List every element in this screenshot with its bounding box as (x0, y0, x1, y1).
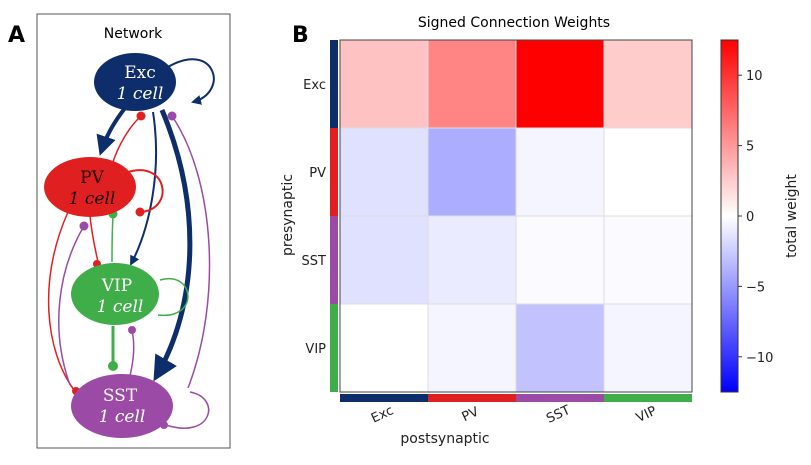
x-tick-sst: SST (544, 403, 573, 427)
heatmap-cell-sst-exc (339, 215, 429, 305)
edge-exc-sst (153, 109, 193, 382)
chart-title: Signed Connection Weights (418, 15, 610, 31)
y-tick-pv: PV (309, 166, 326, 181)
column-color-strips (340, 394, 692, 402)
node-exc: Exc 1 cell (94, 53, 176, 111)
edge-exc-pv (96, 106, 127, 156)
colorbar-tick-label: −5 (746, 280, 765, 295)
heatmap (339, 39, 693, 393)
node-vip-name: VIP (101, 276, 132, 296)
node-sst-name: SST (103, 386, 138, 406)
colorbar-tick-label: 5 (746, 140, 754, 155)
node-sst: SST 1 cell (71, 374, 173, 438)
heatmap-cell-pv-sst (515, 127, 605, 217)
y-axis-label: presynaptic (280, 174, 296, 256)
y-tick-exc: Exc (303, 78, 326, 93)
node-pv-shape (44, 157, 136, 217)
heatmap-cell-vip-exc (339, 303, 429, 393)
edge-sst-exc (171, 115, 211, 389)
heatmap-cell-exc-exc (339, 39, 429, 129)
edge-exc-exc (167, 58, 215, 105)
heatmap-cell-vip-sst (515, 303, 605, 393)
node-sst-shape (71, 374, 173, 438)
col-strip-exc (340, 394, 428, 402)
col-strip-sst (516, 394, 604, 402)
edge-pv-exc-end (136, 111, 146, 121)
edge-pv-sst (47, 211, 75, 391)
colorbar-ticks: 10 5 0 −5 −10 (738, 69, 773, 366)
edge-sst-vip-end (128, 326, 136, 334)
row-strip-sst (330, 216, 338, 304)
col-strip-vip (604, 394, 692, 402)
x-axis-label: postsynaptic (400, 431, 489, 447)
network-edges (47, 58, 215, 429)
colorbar-tick-label: 0 (746, 210, 754, 225)
edge-vip-vip (157, 277, 189, 316)
heatmap-cell-pv-pv (427, 127, 517, 217)
colorbar-label: total weight (784, 174, 800, 258)
heatmap-cell-sst-vip (603, 215, 693, 305)
heatmap-frame (339, 39, 693, 393)
x-tick-vip: VIP (634, 404, 659, 426)
heatmap-cell-exc-pv (427, 39, 517, 129)
panel-b-letter: B (292, 23, 309, 48)
edge-pv-pv-end (135, 207, 145, 217)
row-strip-exc (330, 40, 338, 128)
y-tick-labels: Exc PV SST VIP (302, 78, 327, 357)
node-vip-sub: 1 cell (97, 297, 144, 317)
heatmap-cell-exc-sst (515, 39, 605, 129)
x-tick-labels: Exc PV SST VIP (369, 403, 659, 427)
x-tick-pv: PV (460, 404, 482, 425)
node-exc-shape (94, 53, 176, 111)
edge-pv-vip (89, 215, 99, 263)
x-tick-exc: Exc (369, 403, 396, 426)
heatmap-cell-sst-sst (515, 215, 605, 305)
edge-vip-pv (111, 215, 114, 263)
network-title: Network (104, 26, 163, 42)
panel-a-letter: A (8, 23, 25, 48)
row-strip-pv (330, 128, 338, 216)
node-pv: PV 1 cell (44, 157, 136, 217)
heatmap-cell-pv-vip (603, 127, 693, 217)
colorbar-tick-label: −10 (746, 351, 773, 366)
colorbar: 10 5 0 −5 −10 (720, 39, 773, 393)
heatmap-cell-pv-exc (339, 127, 429, 217)
node-vip: VIP 1 cell (71, 263, 159, 325)
edge-sst-pv (58, 225, 85, 386)
node-pv-sub: 1 cell (69, 189, 116, 209)
heatmap-cell-sst-pv (427, 215, 517, 305)
node-exc-sub: 1 cell (117, 84, 164, 104)
edge-sst-pv-end (79, 221, 89, 231)
edge-exc-vip (130, 111, 158, 266)
edge-pv-pv (127, 169, 164, 213)
node-exc-name: Exc (124, 63, 156, 83)
col-strip-pv (428, 394, 516, 402)
colorbar-gradient (720, 39, 739, 393)
node-pv-name: PV (80, 168, 104, 188)
y-tick-sst: SST (302, 254, 327, 269)
node-vip-shape (71, 263, 159, 325)
colorbar-tick-label: 10 (746, 69, 763, 84)
node-sst-sub: 1 cell (99, 407, 146, 427)
edge-sst-exc-end (167, 111, 177, 121)
y-tick-vip: VIP (305, 342, 326, 357)
heatmap-cell-vip-vip (603, 303, 693, 393)
row-color-strips (330, 40, 338, 392)
network-frame (36, 13, 231, 449)
heatmap-cell-vip-pv (427, 303, 517, 393)
edge-sst-sst (165, 391, 210, 429)
edge-vip-sst-end (108, 361, 118, 371)
heatmap-cell-exc-vip (603, 39, 693, 129)
edge-sst-vip (129, 329, 135, 377)
row-strip-vip (330, 304, 338, 392)
